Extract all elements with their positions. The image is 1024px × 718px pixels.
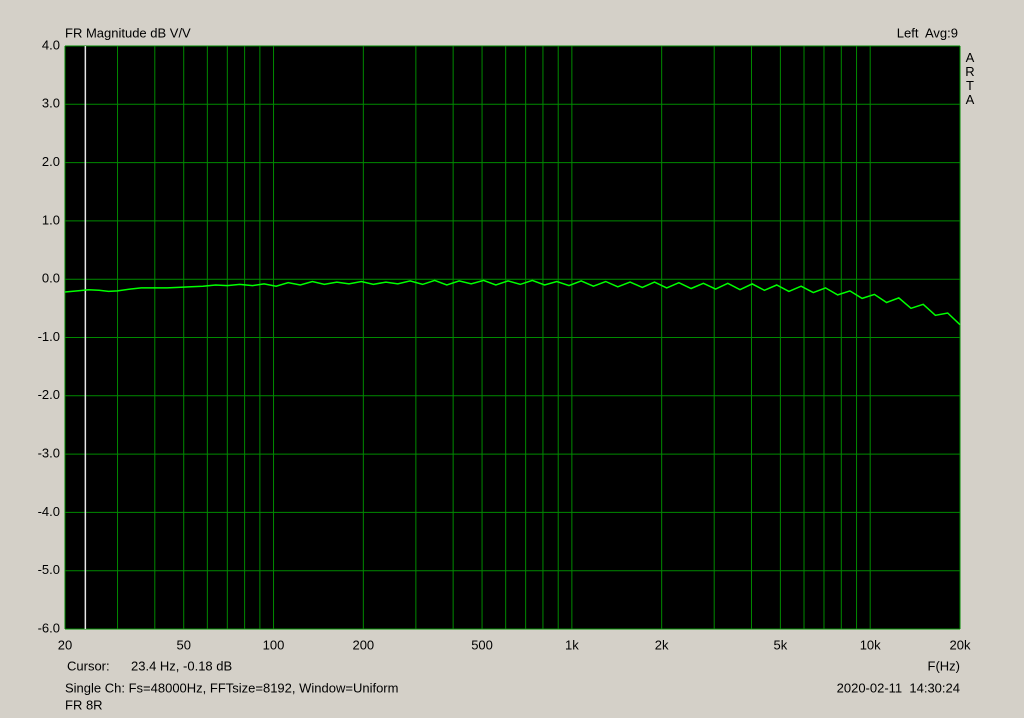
x-tick-label: 5k [774,637,788,652]
x-tick-label: 100 [263,637,285,652]
chart-title: FR Magnitude dB V/V [65,25,191,40]
series-name: FR 8R [65,697,103,712]
y-tick-label: 0.0 [42,271,60,286]
y-tick-label: -3.0 [38,446,60,461]
x-tick-label: 10k [860,637,881,652]
y-tick-label: -6.0 [38,620,60,635]
x-tick-label: 50 [176,637,190,652]
y-tick-label: 3.0 [42,96,60,111]
x-tick-label: 500 [471,637,493,652]
y-tick-label: 2.0 [42,154,60,169]
x-tick-label: 1k [565,637,579,652]
x-tick-label: 20k [950,637,971,652]
cursor-readout: 23.4 Hz, -0.18 dB [131,658,232,673]
channel-info: Left Avg:9 [897,25,958,40]
y-tick-label: -4.0 [38,504,60,519]
y-tick-label: -5.0 [38,562,60,577]
cursor-label: Cursor: [67,658,110,673]
settings: Single Ch: Fs=48000Hz, FFTsize=8192, Win… [65,680,398,695]
timestamp: 2020-02-11 14:30:24 [837,680,960,695]
data-line [64,279,961,326]
x-axis-label: F(Hz) [928,658,961,673]
x-tick-label: 20 [58,637,72,652]
y-tick-label: 1.0 [42,212,60,227]
y-tick-label: -1.0 [38,329,60,344]
x-tick-label: 200 [352,637,374,652]
brand: ARTA [963,50,978,106]
y-tick-label: 4.0 [42,37,60,52]
x-tick-label: 2k [655,637,669,652]
y-tick-label: -2.0 [38,387,60,402]
